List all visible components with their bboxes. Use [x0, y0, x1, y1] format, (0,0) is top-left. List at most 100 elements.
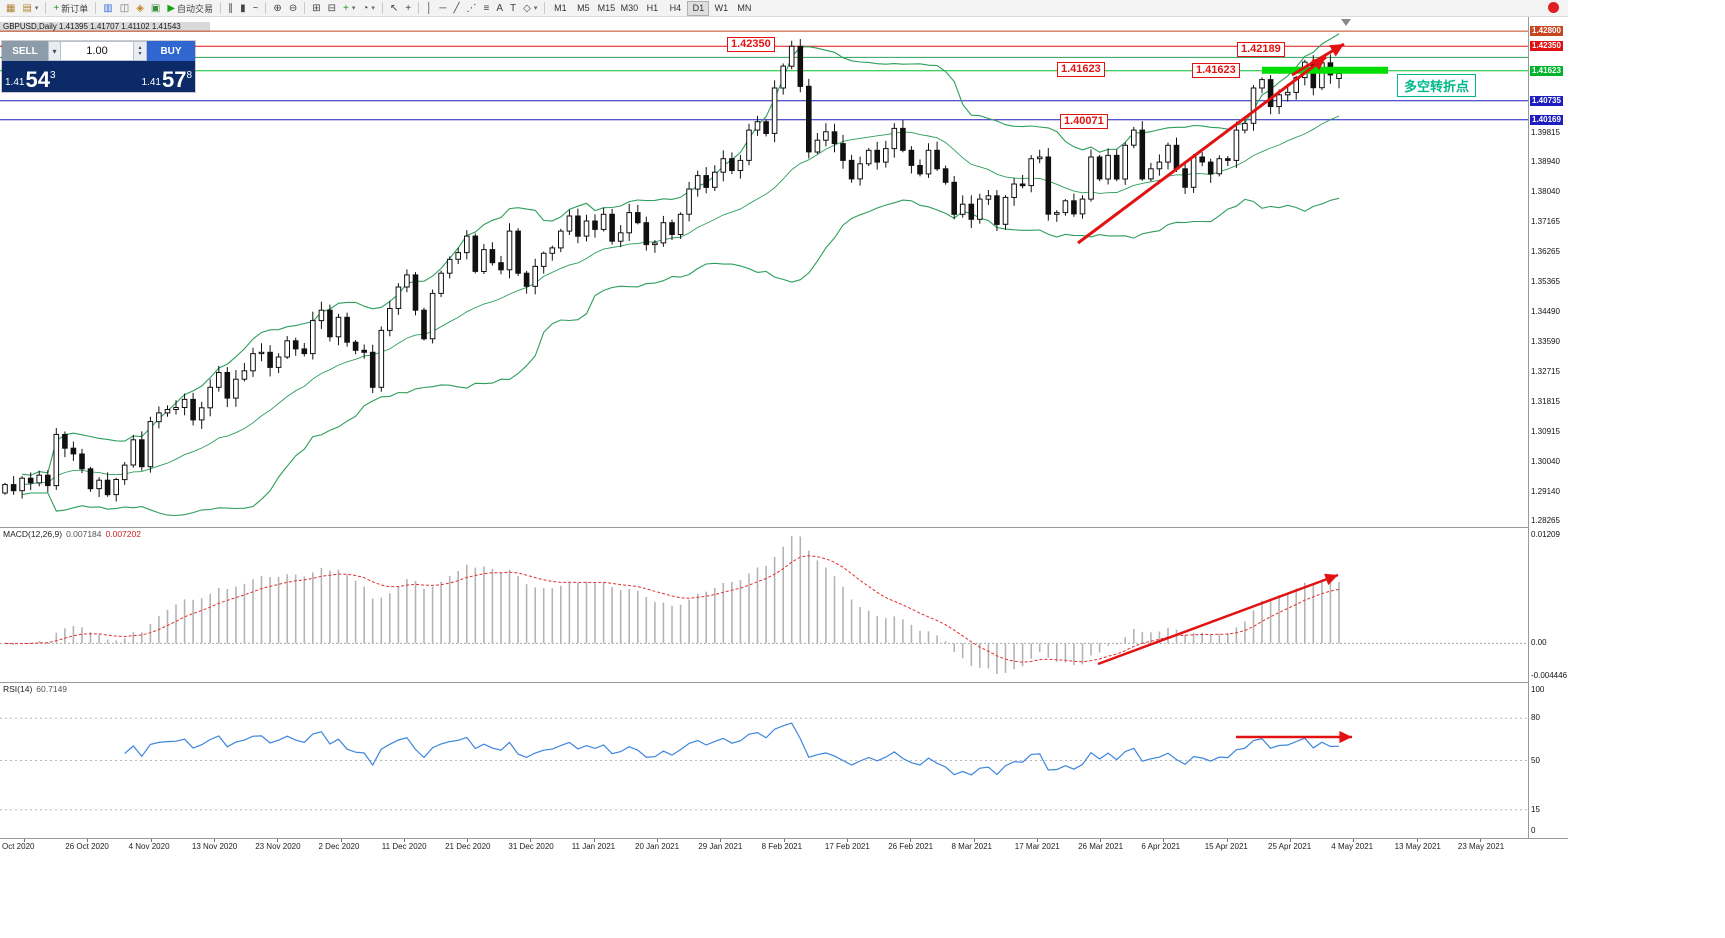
- volume-input[interactable]: 1.00: [61, 41, 134, 61]
- time-axis-tick: [1100, 839, 1102, 842]
- navigator-icon-glyph: ◈: [136, 2, 144, 14]
- profiles-icon[interactable]: ▤ ▾: [19, 1, 41, 16]
- time-axis-tick: [87, 839, 89, 842]
- buy-price-big: 57: [161, 67, 187, 92]
- time-axis-tick: [213, 839, 215, 842]
- crosshair-icon[interactable]: +: [402, 1, 414, 16]
- volume-spinner[interactable]: ▴ ▾: [134, 41, 147, 61]
- price-axis-label: 1.36265: [1531, 247, 1560, 257]
- toolbar-separator: [45, 2, 47, 14]
- rsi-axis-label: 100: [1531, 685, 1545, 694]
- date-axis-label: 26 Oct 2020: [65, 842, 109, 851]
- toolbar-separator: [265, 2, 267, 14]
- label-icon[interactable]: T: [507, 1, 519, 16]
- channel-icon[interactable]: ⋰: [464, 1, 480, 16]
- buy-button[interactable]: BUY: [147, 41, 195, 61]
- timeframe-m15[interactable]: M15: [597, 2, 616, 13]
- candlestick-chart-icon[interactable]: ▮: [237, 1, 249, 16]
- line-chart-icon[interactable]: ~: [250, 1, 262, 16]
- main-chart-canvas[interactable]: [0, 17, 1528, 527]
- rsi-panel[interactable]: [0, 682, 1528, 838]
- notification-badge-icon[interactable]: [1548, 2, 1559, 13]
- date-axis-label: 11 Dec 2020: [381, 842, 427, 851]
- timeframe-h1[interactable]: H1: [646, 2, 659, 13]
- buy-price-prefix: 1.41: [141, 77, 161, 88]
- caret-down-icon: ▾: [34, 5, 39, 12]
- spin-up-icon[interactable]: ▴: [138, 45, 142, 51]
- toolbar-separator: [544, 2, 546, 14]
- fibonacci-icon-glyph: ≡: [483, 2, 490, 14]
- fibonacci-icon[interactable]: ≡: [481, 1, 493, 16]
- macd-value-signal: 0.007202: [105, 529, 141, 539]
- trendline-icon-glyph: ╱: [453, 2, 460, 14]
- shapes-icon[interactable]: ◇ ▾: [520, 1, 540, 16]
- new-chart-icon-glyph: ▦: [6, 2, 16, 14]
- zoom-in-icon[interactable]: ⊕: [270, 1, 284, 16]
- date-axis-label: 6 Apr 2021: [1141, 842, 1181, 851]
- bar-chart-icon-glyph: ∥: [228, 2, 234, 14]
- navigator-icon[interactable]: ◈: [133, 1, 147, 16]
- time-axis-tick: [846, 839, 848, 842]
- bar-chart-icon[interactable]: ∥: [225, 1, 236, 16]
- autotrading-button[interactable]: ▶ 自动交易: [164, 1, 216, 16]
- date-axis-label: 11 Jan 2021: [571, 842, 616, 851]
- macd-label: MACD(12,26,9) 0.007184 0.007202: [3, 529, 141, 539]
- candlestick-chart-icon-glyph: ▮: [240, 2, 246, 14]
- price-axis-label: 1.38940: [1531, 157, 1560, 167]
- new-chart-icon[interactable]: ▦: [3, 1, 18, 16]
- text-icon[interactable]: A: [493, 1, 506, 16]
- cursor-icon[interactable]: ↖: [387, 1, 401, 16]
- sell-price-prefix: 1.41: [5, 77, 25, 88]
- market-watch-icon[interactable]: ▥: [100, 1, 115, 16]
- time-axis-tick: [403, 839, 405, 842]
- price-axis[interactable]: 1.39815 1.38940 1.38040 1.37165 1.36265 1.353…: [1528, 17, 1568, 852]
- date-axis-label: 4 May 2021: [1331, 842, 1374, 851]
- price-axis-label: 1.35365: [1531, 277, 1560, 287]
- time-axis[interactable]: Oct 2020 26 Oct 2020 4 Nov 2020 13 Nov 2020…: [0, 838, 1568, 852]
- timeframe-h4[interactable]: H4: [669, 2, 682, 13]
- price-axis-label-highlighted: 1.42350: [1530, 41, 1563, 52]
- toolbar-separator: [304, 2, 306, 14]
- sell-button[interactable]: SELL: [2, 41, 48, 61]
- buy-price[interactable]: 1.41 57 8: [141, 67, 192, 92]
- spin-down-icon[interactable]: ▾: [138, 51, 142, 57]
- date-axis-label: 13 May 2021: [1394, 842, 1441, 851]
- data-window-icon[interactable]: ◫: [117, 1, 132, 16]
- trendline-icon[interactable]: ╱: [450, 1, 462, 16]
- volume-dropdown-caret-icon[interactable]: ▾: [48, 41, 61, 61]
- hline-icon[interactable]: ─: [436, 1, 449, 16]
- macd-name: MACD(12,26,9): [3, 529, 63, 539]
- timeframe-m1[interactable]: M1: [554, 2, 567, 13]
- indicators-icon[interactable]: + ▾: [340, 1, 358, 16]
- price-axis-label: 1.32715: [1531, 366, 1560, 376]
- cascade-windows-icon[interactable]: ⊟: [325, 1, 339, 16]
- tile-windows-icon[interactable]: ⊞: [309, 1, 323, 16]
- cycles-icon[interactable]: ◔ ▾: [359, 1, 378, 16]
- macd-axis-max: 0.01209: [1531, 530, 1560, 539]
- toolbar-separator: [418, 2, 420, 14]
- timeframe-m30[interactable]: M30: [620, 2, 639, 13]
- zoom-out-icon[interactable]: ⊖: [286, 1, 300, 16]
- price-axis-label: 1.29140: [1531, 486, 1560, 496]
- date-axis-label: 15 Apr 2021: [1204, 842, 1248, 851]
- vline-icon[interactable]: │: [423, 1, 435, 16]
- cascade-windows-icon-glyph: ⊟: [327, 2, 336, 14]
- note-label[interactable]: 多空转折点: [1397, 74, 1477, 97]
- terminal-icon[interactable]: ▣: [148, 1, 163, 16]
- time-axis-tick: [973, 839, 975, 842]
- toolbar-separator: [220, 2, 222, 14]
- macd-panel[interactable]: [0, 527, 1528, 682]
- timeframe-w1[interactable]: W1: [714, 2, 729, 13]
- hline-icon-glyph: ─: [439, 2, 447, 14]
- timeframe-m5[interactable]: M5: [577, 2, 590, 13]
- timeframe-mn[interactable]: MN: [737, 2, 752, 13]
- date-axis-label: 26 Mar 2021: [1078, 842, 1124, 851]
- date-axis-label: 17 Mar 2021: [1014, 842, 1060, 851]
- sell-price[interactable]: 1.41 54 3: [5, 67, 56, 92]
- new-order-button[interactable]: + 新订单: [50, 1, 91, 16]
- time-axis-tick: [530, 839, 532, 842]
- caret-down-icon: ▾: [533, 5, 538, 12]
- timeframe-d1[interactable]: D1: [687, 0, 710, 16]
- time-axis-tick: [277, 839, 279, 842]
- time-axis-tick: [910, 839, 912, 842]
